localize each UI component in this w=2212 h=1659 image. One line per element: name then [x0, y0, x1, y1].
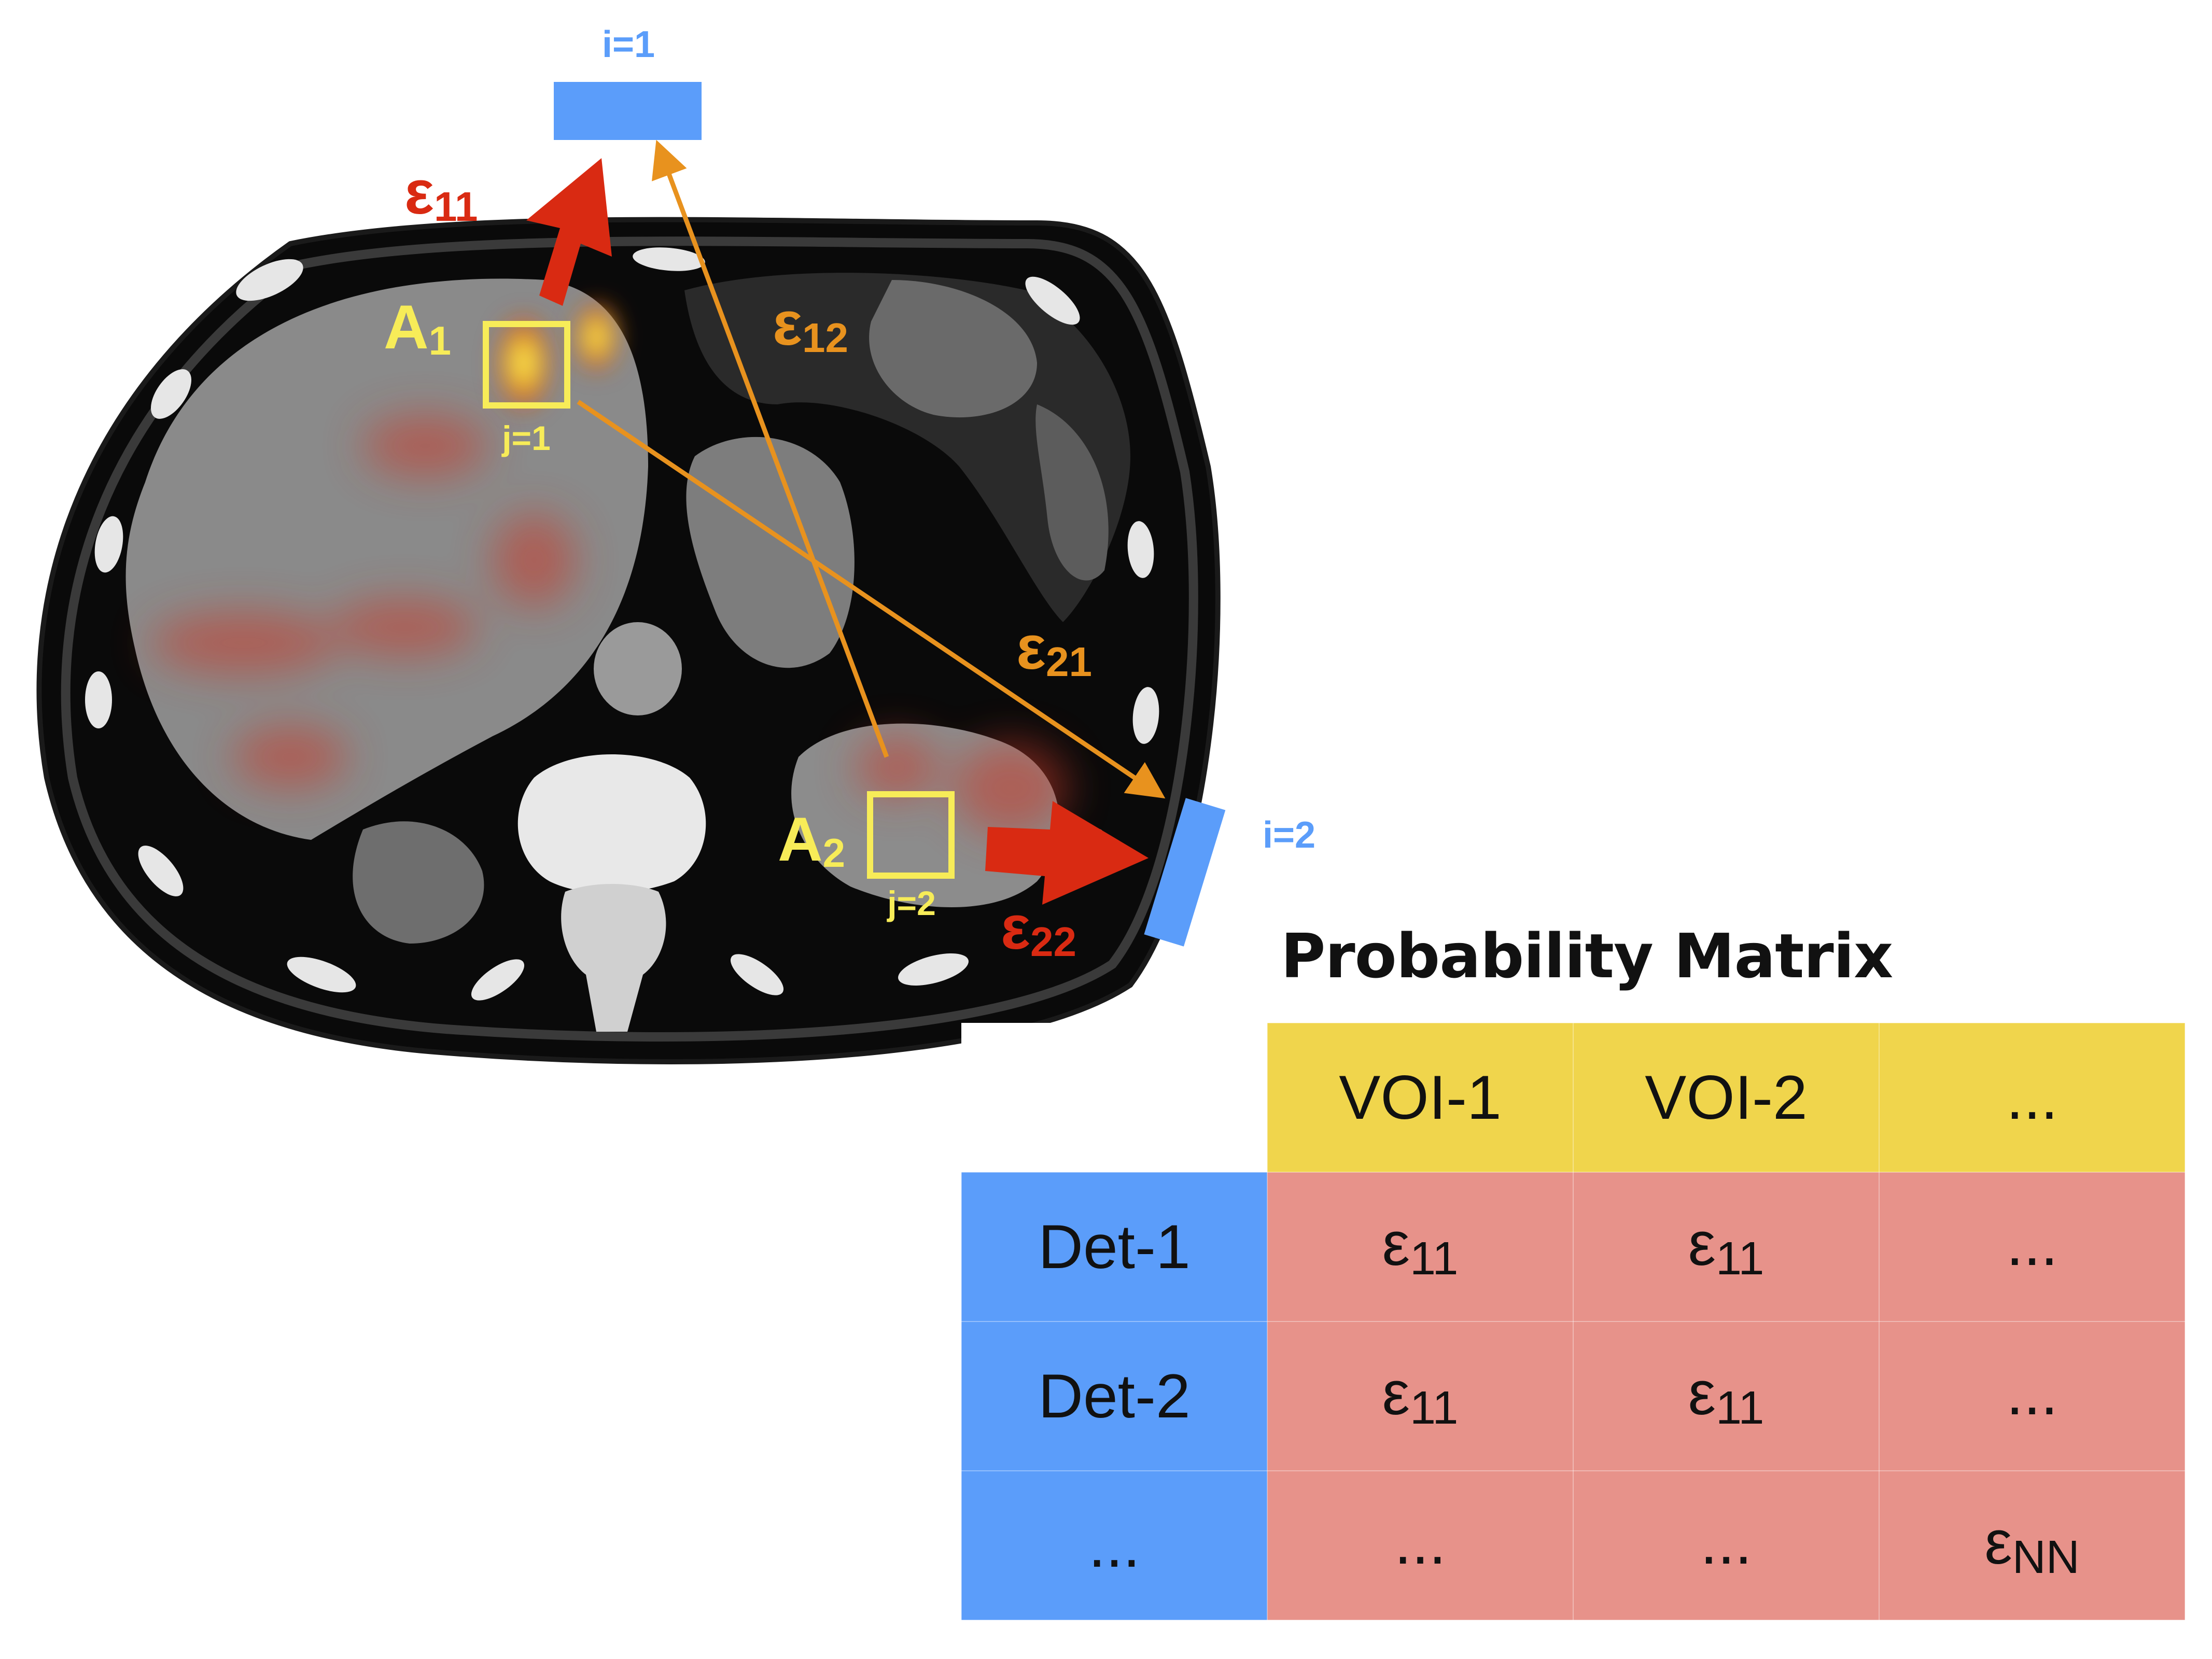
ribs — [85, 247, 1159, 1001]
vertebra — [517, 754, 706, 893]
matrix-row-det-1: Det-1 ε11 ε11 ... — [961, 1172, 2186, 1322]
matrix-cell: ε11 — [1573, 1172, 1880, 1322]
label-e12: ε12 — [773, 289, 848, 361]
arrow-e21 — [577, 400, 1166, 799]
uptake-overlay — [150, 415, 1068, 835]
matrix-cell: ... — [1879, 1321, 2186, 1471]
matrix-title: Probability Matrix — [1281, 920, 1893, 992]
row-header-det-2: Det-2 — [961, 1321, 1268, 1471]
matrix-cell: εNN — [1879, 1470, 2186, 1621]
hotspot-secondary — [573, 301, 620, 373]
matrix-row-det-2: Det-2 ε11 ε11 ... — [961, 1321, 2186, 1471]
row-header-more: ... — [961, 1470, 1268, 1621]
liver-region — [125, 278, 649, 840]
probability-matrix: VOI-1 VOI-2 ... Det-1 ε11 ε11 ... Det-2 … — [961, 1022, 2186, 1621]
matrix-cell: ... — [1267, 1470, 1574, 1621]
matrix-cell: ε11 — [1573, 1321, 1880, 1471]
column-header-more: ... — [1879, 1022, 2186, 1173]
voi-1-label: A1 — [384, 292, 451, 363]
ct-slice — [36, 217, 1221, 1064]
matrix-cell: ... — [1879, 1172, 2186, 1322]
hotspot-a1 — [495, 314, 552, 412]
arrow-e11 — [526, 158, 612, 306]
label-e21: ε21 — [1016, 613, 1092, 685]
label-e22: ε22 — [1001, 893, 1076, 965]
matrix-cell: ... — [1573, 1470, 1880, 1621]
matrix-cell: ε11 — [1267, 1321, 1574, 1471]
voi-1-index: j=1 — [501, 419, 551, 457]
matrix-cell: ε11 — [1267, 1172, 1574, 1322]
voi-box-2 — [867, 791, 955, 879]
matrix-row-more: ... ... ... εNN — [961, 1470, 2186, 1621]
arrow-e12 — [652, 139, 889, 758]
column-header-voi-1: VOI-1 — [1267, 1022, 1574, 1173]
matrix-header-row: VOI-1 VOI-2 ... — [961, 1022, 2186, 1173]
matrix-corner — [961, 1023, 1267, 1172]
detector-1-label: i=1 — [602, 24, 655, 65]
label-e11: ε11 — [404, 158, 478, 230]
voi-box-1 — [483, 321, 570, 409]
detector-2 — [1144, 798, 1226, 947]
arrow-e22 — [985, 801, 1149, 905]
column-header-voi-2: VOI-2 — [1573, 1022, 1880, 1173]
detector-2-label: i=2 — [1263, 814, 1315, 856]
detector-1 — [554, 82, 702, 140]
voi-2-label: A2 — [778, 805, 845, 876]
voi-2-index: j=2 — [886, 884, 936, 922]
row-header-det-1: Det-1 — [961, 1172, 1268, 1322]
